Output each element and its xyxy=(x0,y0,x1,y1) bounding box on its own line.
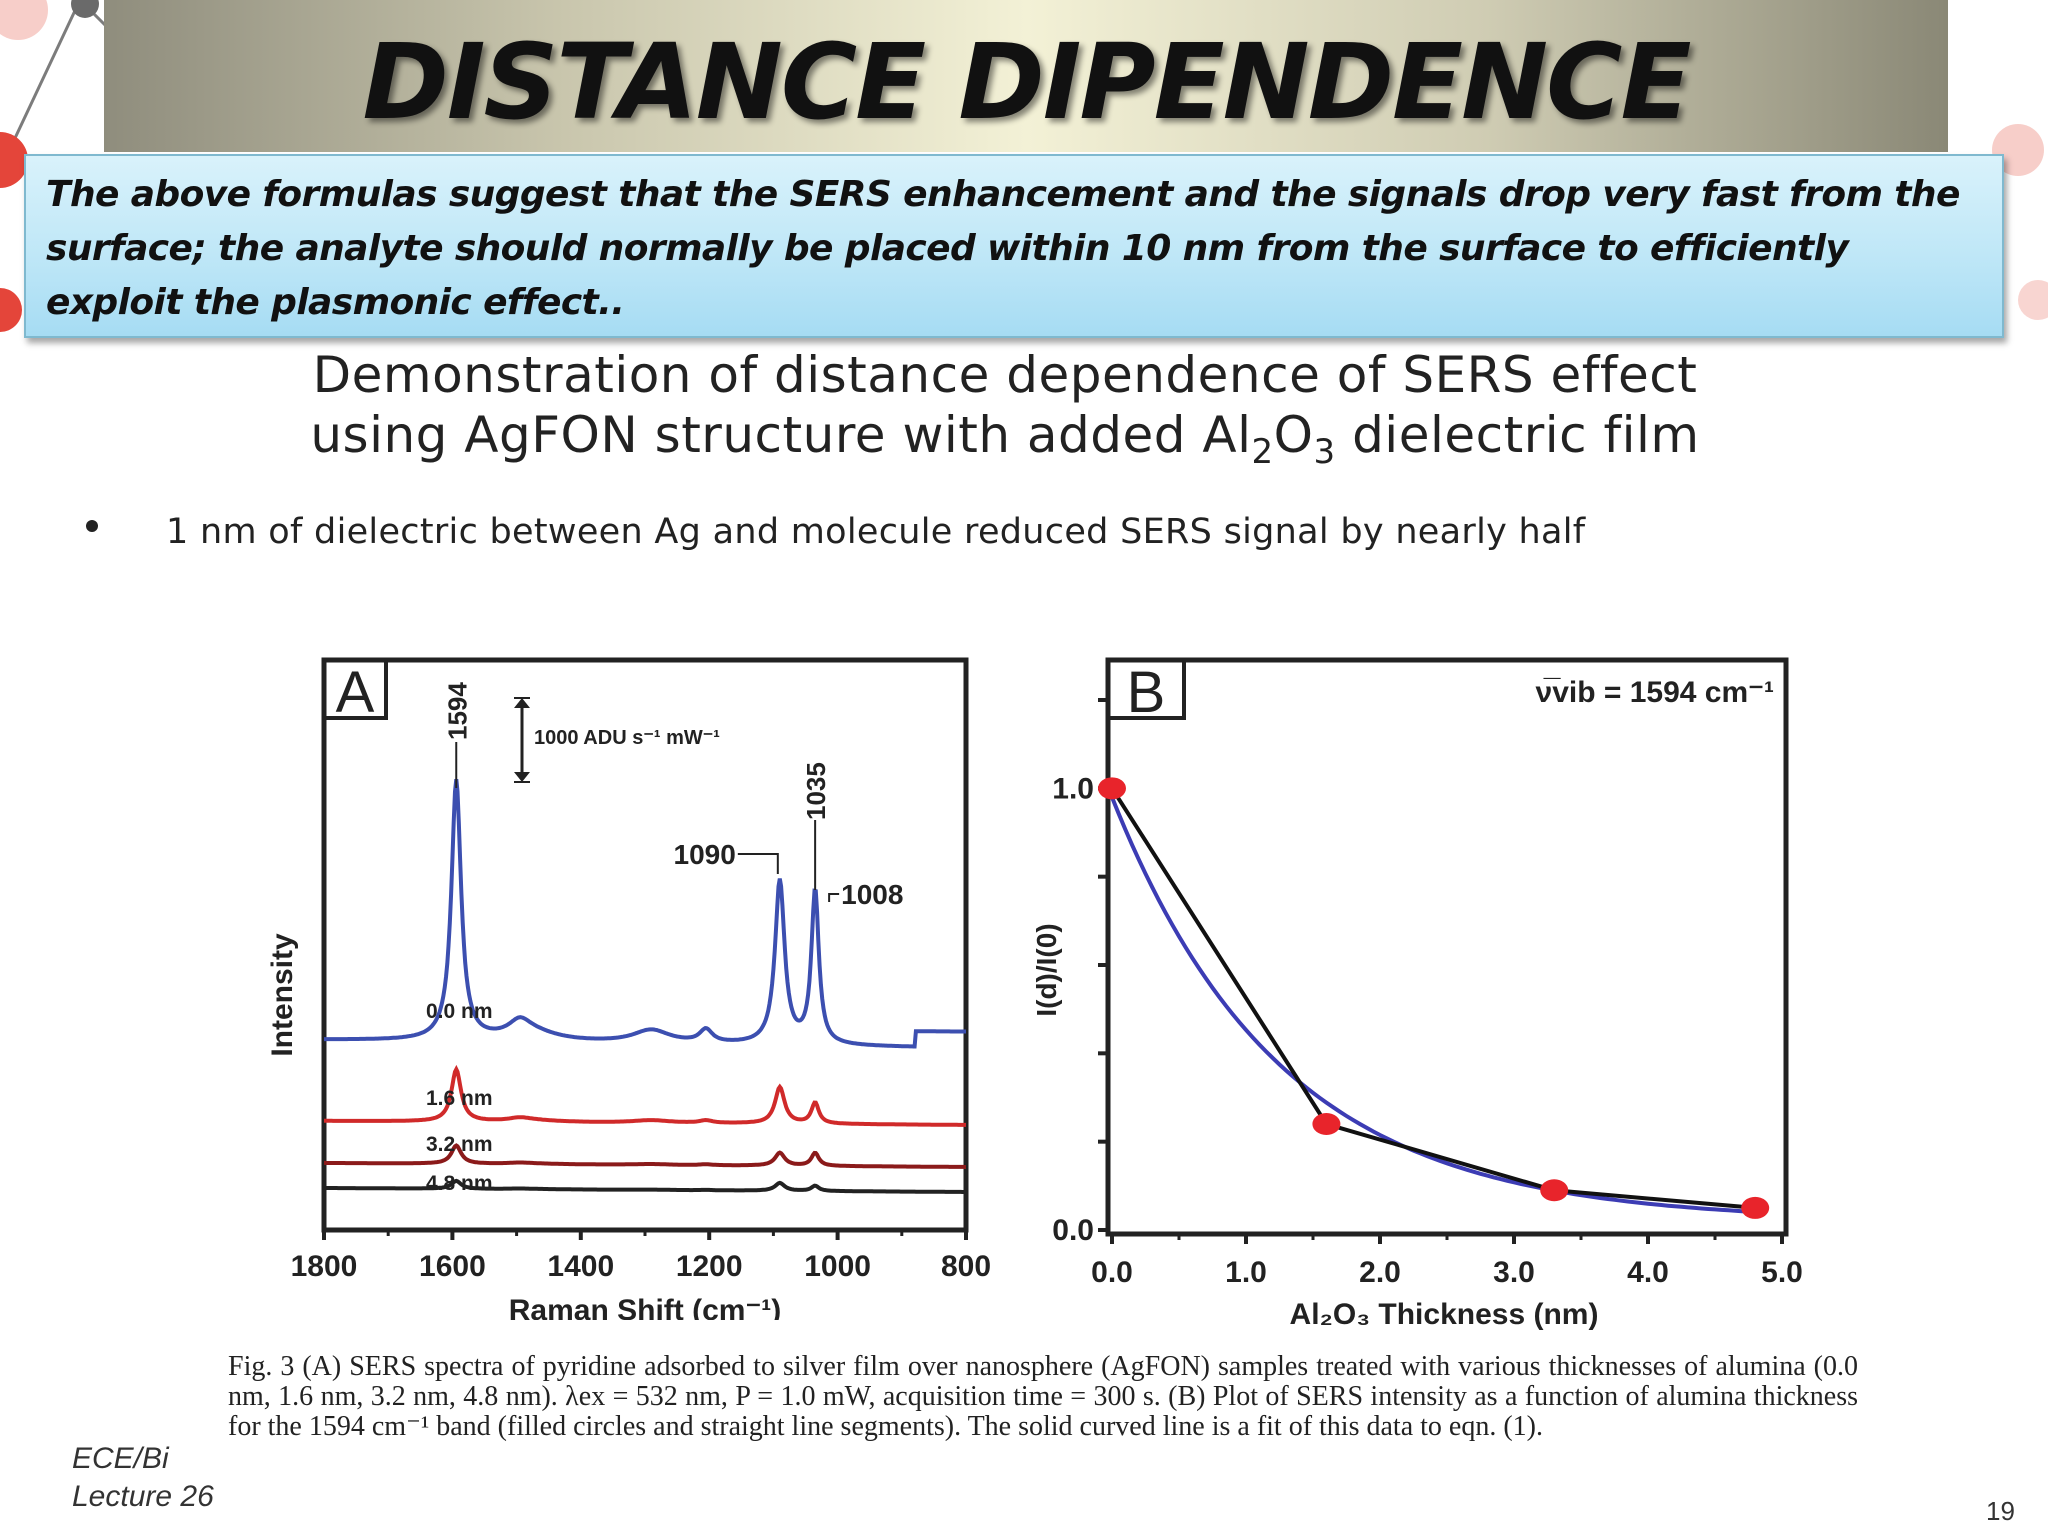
peak-leader-1008 xyxy=(828,893,840,902)
peak-label-1594: 1594 xyxy=(442,682,472,740)
series-label: 1.6 nm xyxy=(426,1087,493,1110)
heading-line-1: Demonstration of distance dependence of … xyxy=(312,346,1698,404)
panel-b-xtick-label: 1.0 xyxy=(1225,1256,1267,1289)
data-point xyxy=(1098,777,1126,800)
bullet-icon xyxy=(86,520,98,532)
chart-panel-b: B ν̅vib = 1594 cm⁻¹ I(d)/I(0) Al₂O₃ Thic… xyxy=(1031,657,1803,1330)
heading-line-2-pre: using AgFON structure with added Al xyxy=(310,406,1252,464)
peak-leader-1090 xyxy=(737,853,779,874)
panel-a-ylabel: Intensity xyxy=(266,933,299,1057)
panel-b-frame xyxy=(1105,657,1789,1237)
panel-b-ytick-label: 1.0 xyxy=(1052,772,1094,805)
data-point xyxy=(1540,1179,1569,1202)
panel-a-xlabel: Raman Shift (cm⁻¹) xyxy=(509,1294,782,1320)
spectrum-line-48 xyxy=(324,1178,966,1194)
panel-a-label-box xyxy=(322,658,388,720)
heading-subscript-3: 3 xyxy=(1313,432,1336,472)
decor-molecule-left xyxy=(0,0,105,340)
slide-title: DISTANCE DIPENDENCE xyxy=(362,21,1692,143)
panel-b-ytick-label: 0.0 xyxy=(1052,1214,1094,1247)
scale-bar xyxy=(514,697,530,783)
figure-caption: Fig. 3 (A) SERS spectra of pyridine adso… xyxy=(228,1351,1858,1442)
peak-label-1090: 1090 xyxy=(674,839,736,870)
bullet-text: 1 nm of dielectric between Ag and molecu… xyxy=(166,512,1586,552)
series-label: 4.8 nm xyxy=(426,1172,493,1195)
heading-line-2-mid: O xyxy=(1273,406,1314,464)
decor-molecule-right xyxy=(1948,0,2048,340)
data-line xyxy=(1110,787,1756,1210)
data-point xyxy=(1312,1113,1341,1135)
panel-a-xtick-label: 1600 xyxy=(419,1250,486,1283)
panel-b-xtick-label: 4.0 xyxy=(1627,1256,1669,1289)
scale-bar-label: 1000 ADU s⁻¹ mW⁻¹ xyxy=(534,727,720,749)
panel-a-xtick-label: 1800 xyxy=(291,1250,358,1283)
peak-label-1008: 1008 xyxy=(841,879,903,910)
panel-b-xtick-label: 2.0 xyxy=(1359,1256,1401,1289)
chart-panel-a: A Intensity Raman Shift (cm⁻¹) 1800 1600 1… xyxy=(266,657,991,1320)
series-label: 3.2 nm xyxy=(426,1133,493,1156)
panel-b-label: B xyxy=(1127,660,1166,725)
spectrum-line-00 xyxy=(324,778,966,1049)
heading-subscript-2: 2 xyxy=(1251,432,1274,472)
spectrum-line-32 xyxy=(324,1143,966,1169)
panel-a-xtick-label: 1000 xyxy=(804,1250,871,1283)
page-number: 19 xyxy=(1986,1496,2015,1526)
panel-b-xtick-label: 5.0 xyxy=(1761,1256,1803,1289)
fit-curve xyxy=(1110,796,1763,1215)
heading-line-2: using AgFON structure with added Al2O3 d… xyxy=(150,406,1860,472)
data-point xyxy=(1741,1196,1770,1219)
panel-b-annotation: ν̅vib = 1594 cm⁻¹ xyxy=(1536,676,1774,709)
panel-a-xtick-label: 1200 xyxy=(676,1250,743,1283)
spectrum-line-16 xyxy=(324,1064,966,1127)
heading-line-2-post: dielectric film xyxy=(1335,406,1700,464)
panel-a-xtick-label: 800 xyxy=(941,1250,991,1283)
callout-box: The above formulas suggest that the SERS… xyxy=(24,154,2004,338)
panel-b-xlabel: Al₂O₃ Thickness (nm) xyxy=(1290,1298,1599,1330)
footer-line-1: ECE/Bi xyxy=(72,1442,169,1475)
peak-label-1035: 1035 xyxy=(801,762,831,820)
footer-line-2: Lecture 26 xyxy=(72,1480,214,1513)
panel-b-xtick-label: 3.0 xyxy=(1493,1256,1535,1289)
footer-course: ECE/Bi Lecture 26 xyxy=(72,1440,214,1516)
title-band: DISTANCE DIPENDENCE xyxy=(104,0,1948,152)
panel-b-ylabel: I(d)/I(0) xyxy=(1031,923,1062,1016)
callout-text: The above formulas suggest that the SERS… xyxy=(46,174,1960,323)
panel-a-label: A xyxy=(336,660,375,725)
panel-b-xtick-label: 0.0 xyxy=(1091,1256,1133,1289)
panel-a-xtick-label: 1400 xyxy=(547,1250,614,1283)
series-label: 0.0 nm xyxy=(426,1000,493,1023)
panel-b-label-box xyxy=(1106,658,1186,720)
